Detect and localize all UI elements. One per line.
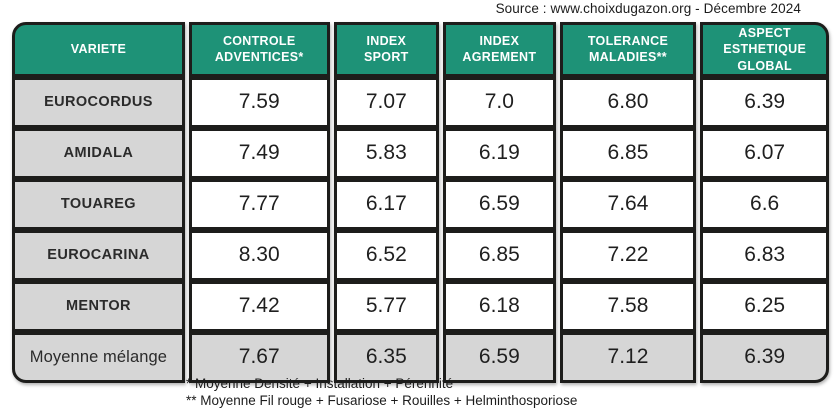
value-cell: 7.22 [559, 229, 697, 281]
value-cell: 7.77 [188, 178, 330, 230]
variety-cell: Moyenne mélange [12, 331, 185, 383]
value-cell: 6.18 [443, 280, 556, 332]
table-row: EUROCORDUS 7.59 7.07 7.0 6.80 6.39 [12, 76, 829, 128]
value-cell: 7.67 [188, 331, 330, 383]
source-caption: Source : www.choixdugazon.org - Décembre… [495, 1, 801, 16]
value-cell: 6.25 [700, 280, 829, 332]
footnote-1: * Moyenne Densité + Installation + Péren… [186, 376, 454, 391]
col-header-variete: VARIETE [12, 22, 185, 77]
value-cell: 6.6 [700, 178, 829, 230]
col-header-index-agrement: INDEX AGREMENT [443, 22, 556, 77]
value-cell: 8.30 [188, 229, 330, 281]
header-row: VARIETE CONTROLE ADVENTICES* INDEX SPORT… [12, 22, 829, 77]
table-row: AMIDALA 7.49 5.83 6.19 6.85 6.07 [12, 127, 829, 179]
summary-row: Moyenne mélange 7.67 6.35 6.59 7.12 6.39 [12, 331, 829, 383]
value-cell: 6.59 [443, 331, 556, 383]
variety-cell: MENTOR [12, 280, 185, 332]
col-header-index-sport: INDEX SPORT [333, 22, 440, 77]
variety-cell: AMIDALA [12, 127, 185, 179]
footnotes: * Moyenne Densité + Installation + Péren… [186, 376, 577, 410]
value-cell: 6.35 [333, 331, 440, 383]
value-cell: 7.42 [188, 280, 330, 332]
value-cell: 7.59 [188, 76, 330, 128]
variety-cell: EUROCARINA [12, 229, 185, 281]
table-row: MENTOR 7.42 5.77 6.18 7.58 6.25 [12, 280, 829, 332]
variety-cell: EUROCORDUS [12, 76, 185, 128]
table-row: EUROCARINA 8.30 6.52 6.85 7.22 6.83 [12, 229, 829, 281]
value-cell: 6.39 [700, 76, 829, 128]
col-header-tolerance: TOLERANCE MALADIES** [559, 22, 697, 77]
varieties-table: VARIETE CONTROLE ADVENTICES* INDEX SPORT… [8, 22, 833, 383]
value-cell: 7.58 [559, 280, 697, 332]
value-cell: 7.0 [443, 76, 556, 128]
value-cell: 6.85 [443, 229, 556, 281]
value-cell: 6.85 [559, 127, 697, 179]
col-header-controle: CONTROLE ADVENTICES* [188, 22, 330, 77]
col-header-aspect: ASPECT ESTHETIQUE GLOBAL [700, 22, 829, 77]
value-cell: 5.77 [333, 280, 440, 332]
value-cell: 6.17 [333, 178, 440, 230]
value-cell: 6.19 [443, 127, 556, 179]
value-cell: 7.64 [559, 178, 697, 230]
variety-cell: TOUAREG [12, 178, 185, 230]
value-cell: 6.39 [700, 331, 829, 383]
value-cell: 6.52 [333, 229, 440, 281]
value-cell: 6.59 [443, 178, 556, 230]
value-cell: 7.12 [559, 331, 697, 383]
table-row: TOUAREG 7.77 6.17 6.59 7.64 6.6 [12, 178, 829, 230]
value-cell: 6.80 [559, 76, 697, 128]
footnote-2: ** Moyenne Fil rouge + Fusariose + Rouil… [186, 392, 578, 408]
value-cell: 6.83 [700, 229, 829, 281]
value-cell: 6.07 [700, 127, 829, 179]
value-cell: 5.83 [333, 127, 440, 179]
value-cell: 7.07 [333, 76, 440, 128]
value-cell: 7.49 [188, 127, 330, 179]
